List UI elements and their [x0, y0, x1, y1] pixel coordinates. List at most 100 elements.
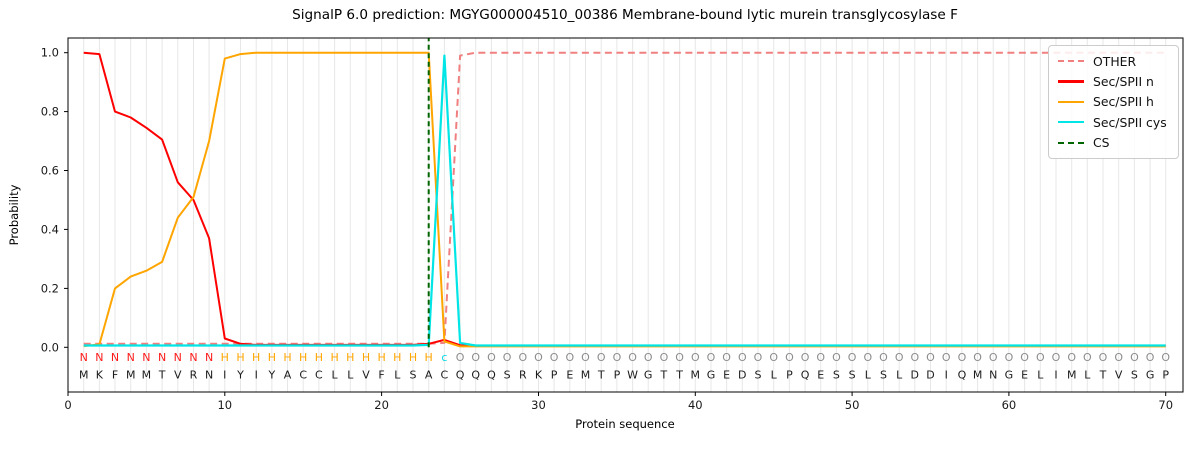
region-letter: H — [236, 351, 244, 364]
sequence-letter: E — [566, 369, 573, 382]
sequence-letter: T — [675, 369, 683, 382]
sequence-letter: M — [79, 369, 89, 382]
sequence-letter: P — [614, 369, 621, 382]
region-letter: O — [1020, 351, 1029, 364]
region-letter: O — [722, 351, 731, 364]
sequence-letter: R — [190, 369, 198, 382]
region-letter: O — [1052, 351, 1061, 364]
sequence-letter: S — [504, 369, 511, 382]
sequence-letter: C — [299, 369, 307, 382]
region-letter: O — [471, 351, 480, 364]
y-tick-label: 0.6 — [41, 164, 59, 178]
sequence-letter: V — [1115, 369, 1123, 382]
region-letter: O — [518, 351, 527, 364]
sequence-letter: W — [627, 369, 638, 382]
sequence-letter: K — [96, 369, 104, 382]
region-letter: O — [910, 351, 919, 364]
region-letter: O — [565, 351, 574, 364]
sequence-letter: L — [1084, 369, 1091, 382]
region-letter: O — [1083, 351, 1092, 364]
sequence-letter: Q — [958, 369, 967, 382]
sequence-letter: L — [771, 369, 778, 382]
y-tick-label: 0.4 — [41, 222, 59, 236]
plot-title: SignalP 6.0 prediction: MGYG000004510_00… — [292, 7, 958, 23]
legend-line-other-icon — [1058, 60, 1084, 63]
sequence-letter: I — [255, 369, 258, 382]
sequence-letter: S — [1131, 369, 1138, 382]
region-letter: O — [613, 351, 622, 364]
region-letter: H — [346, 351, 354, 364]
sequence-letter: F — [112, 369, 118, 382]
x-tick-label: 20 — [374, 398, 389, 412]
legend-item-cs: CS — [1058, 133, 1169, 153]
region-letter: N — [174, 351, 182, 364]
x-axis-label: Protein sequence — [575, 417, 675, 431]
region-letter: N — [205, 351, 213, 364]
region-letter: c — [441, 351, 447, 364]
region-letter: O — [785, 351, 794, 364]
sequence-letter: S — [755, 369, 762, 382]
region-letter: O — [675, 351, 684, 364]
y-tick-label: 0.8 — [41, 105, 59, 119]
sequence-letter: Q — [471, 369, 480, 382]
region-letter: O — [863, 351, 872, 364]
sequence-letter: Q — [456, 369, 465, 382]
region-letter: O — [942, 351, 951, 364]
sequence-letter: S — [880, 369, 887, 382]
region-letter: O — [456, 351, 465, 364]
region-letter: O — [503, 351, 512, 364]
sequence-letter: K — [535, 369, 543, 382]
region-letter: O — [738, 351, 747, 364]
sequence-letter: S — [410, 369, 417, 382]
sequence-letter: V — [362, 369, 370, 382]
sequence-letter: M — [691, 369, 701, 382]
region-letter: O — [691, 351, 700, 364]
legend-item-sec-spii-n: Sec/SPII n — [1058, 71, 1169, 91]
sequence-letter: C — [315, 369, 323, 382]
x-tick-label: 10 — [217, 398, 232, 412]
legend-line-sec-spii-cys-icon — [1058, 121, 1084, 124]
sequence-letter: G — [644, 369, 653, 382]
region-letter: H — [377, 351, 385, 364]
sequence-letter: M — [581, 369, 591, 382]
region-letter: O — [895, 351, 904, 364]
sequence-letter: L — [347, 369, 354, 382]
sequence-letter: I — [1054, 369, 1057, 382]
x-tick-label: 0 — [64, 398, 71, 412]
legend-line-sec-spii-n-icon — [1058, 80, 1084, 83]
sequence-letter: G — [707, 369, 716, 382]
sequence-letter: S — [833, 369, 840, 382]
sequence-letter: N — [989, 369, 997, 382]
region-letter: N — [158, 351, 166, 364]
legend: OTHER Sec/SPII n Sec/SPII h Sec/SPII cys… — [1048, 45, 1179, 159]
region-letter: H — [330, 351, 338, 364]
region-letter: O — [1067, 351, 1076, 364]
sequence-letter: P — [551, 369, 558, 382]
x-tick-label: 50 — [845, 398, 860, 412]
series-line-other — [83, 51, 1166, 345]
legend-label-sec-spii-n: Sec/SPII n — [1093, 74, 1154, 90]
sequence-letter: T — [158, 369, 166, 382]
sequence-letter: M — [973, 369, 983, 382]
region-letter: H — [299, 351, 307, 364]
region-letter: O — [926, 351, 935, 364]
x-tick-label: 30 — [531, 398, 546, 412]
legend-line-cs-icon — [1058, 141, 1084, 144]
legend-item-other: OTHER — [1058, 51, 1169, 71]
region-letter: O — [1146, 351, 1155, 364]
region-letter: O — [644, 351, 653, 364]
sequence-letter: A — [284, 369, 292, 382]
region-letter: H — [268, 351, 276, 364]
sequence-letter: V — [174, 369, 182, 382]
y-tick-label: 1.0 — [41, 46, 59, 60]
region-letter: O — [958, 351, 967, 364]
x-tick-label: 40 — [688, 398, 703, 412]
sequence-letter: N — [205, 369, 213, 382]
sequence-letter: Y — [236, 369, 244, 382]
y-axis-label: Probability — [7, 184, 21, 246]
sequence-letter: L — [394, 369, 401, 382]
sequence-letter: L — [896, 369, 903, 382]
sequence-letter: M — [1067, 369, 1077, 382]
plot-border — [67, 37, 1184, 393]
region-letter: O — [973, 351, 982, 364]
